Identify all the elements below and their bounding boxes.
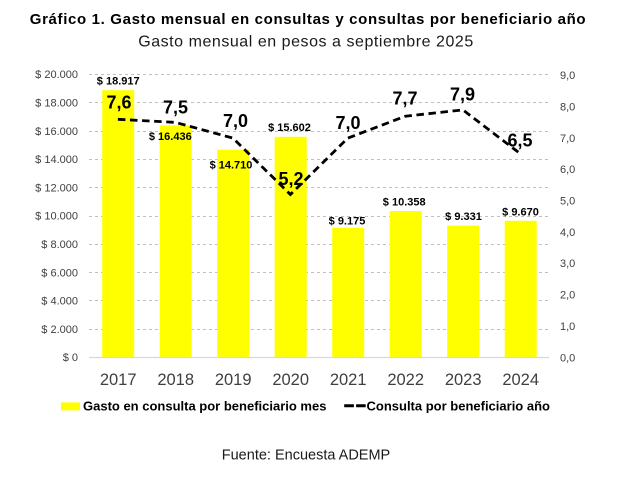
svg-text:Gasto en consulta por benefici: Gasto en consulta por beneficiario mes — [83, 398, 326, 413]
svg-text:$ 16.436: $ 16.436 — [149, 131, 192, 143]
svg-text:7,0: 7,0 — [335, 113, 360, 133]
svg-text:7,0: 7,0 — [223, 111, 248, 131]
svg-text:9,0: 9,0 — [560, 70, 575, 82]
svg-text:$ 14.710: $ 14.710 — [210, 159, 253, 171]
svg-text:$ 9.331: $ 9.331 — [445, 211, 482, 223]
svg-text:$ 18.000: $ 18.000 — [35, 98, 78, 110]
svg-text:2022: 2022 — [387, 371, 424, 389]
svg-text:$ 18.917: $ 18.917 — [97, 75, 140, 87]
svg-text:2019: 2019 — [215, 371, 252, 389]
svg-text:7,6: 7,6 — [106, 92, 131, 112]
svg-text:2024: 2024 — [502, 371, 539, 389]
svg-text:5,2: 5,2 — [278, 169, 303, 189]
svg-text:5,0: 5,0 — [560, 196, 575, 208]
svg-text:2023: 2023 — [445, 371, 482, 389]
svg-text:0,0: 0,0 — [560, 352, 575, 364]
svg-text:2020: 2020 — [272, 371, 309, 389]
svg-text:2018: 2018 — [157, 371, 194, 389]
svg-text:4,0: 4,0 — [560, 227, 575, 239]
svg-text:$ 4.000: $ 4.000 — [41, 296, 78, 308]
svg-text:2,0: 2,0 — [560, 290, 575, 302]
svg-text:$ 6.000: $ 6.000 — [41, 267, 78, 279]
svg-text:$ 12.000: $ 12.000 — [35, 182, 78, 194]
svg-text:7,9: 7,9 — [450, 84, 475, 104]
svg-text:$ 15.602: $ 15.602 — [268, 122, 311, 134]
svg-text:$ 14.000: $ 14.000 — [35, 154, 78, 166]
svg-text:$ 8.000: $ 8.000 — [41, 239, 78, 251]
svg-text:1,0: 1,0 — [560, 321, 575, 333]
svg-text:8,0: 8,0 — [560, 102, 575, 114]
svg-text:7,0: 7,0 — [560, 133, 575, 145]
svg-text:$ 20.000: $ 20.000 — [35, 69, 78, 81]
svg-text:Gasto mensual en pesos a septi: Gasto mensual en pesos a septiembre 2025 — [138, 34, 474, 51]
svg-text:$ 10.358: $ 10.358 — [383, 197, 426, 209]
svg-text:$ 10.000: $ 10.000 — [35, 211, 78, 223]
svg-text:7,5: 7,5 — [163, 97, 188, 117]
svg-text:6,0: 6,0 — [560, 164, 575, 176]
svg-text:Consulta por beneficiario año: Consulta por beneficiario año — [367, 398, 551, 413]
svg-text:$ 2.000: $ 2.000 — [41, 324, 78, 336]
svg-text:$ 0: $ 0 — [63, 352, 78, 364]
svg-text:Gráfico 1. Gasto mensual en co: Gráfico 1. Gasto mensual en consultas y … — [30, 11, 586, 28]
svg-text:Fuente: Encuesta ADEMP: Fuente: Encuesta ADEMP — [222, 447, 390, 463]
svg-text:2017: 2017 — [100, 371, 137, 389]
svg-text:7,7: 7,7 — [392, 88, 417, 108]
svg-text:2021: 2021 — [330, 371, 367, 389]
svg-text:$ 9.670: $ 9.670 — [502, 207, 539, 219]
svg-text:3,0: 3,0 — [560, 258, 575, 270]
svg-text:$ 9.175: $ 9.175 — [329, 216, 366, 228]
svg-text:6,5: 6,5 — [507, 130, 532, 150]
svg-text:$ 16.000: $ 16.000 — [35, 126, 78, 138]
